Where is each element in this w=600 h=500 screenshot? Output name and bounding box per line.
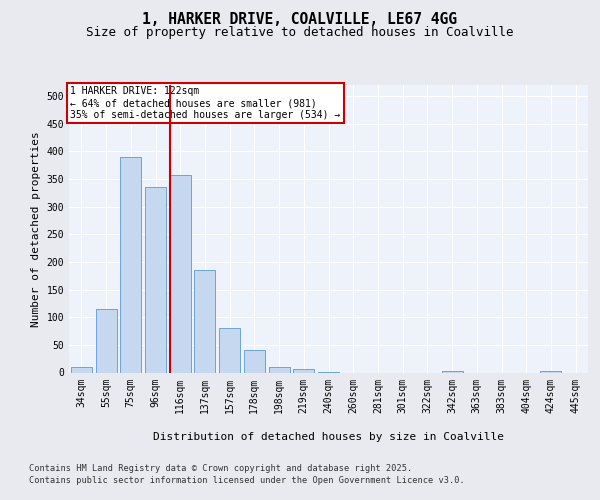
Text: Contains public sector information licensed under the Open Government Licence v3: Contains public sector information licen… [29,476,464,485]
Bar [71,367,92,372]
Y-axis label: Number of detached properties: Number of detached properties [31,131,41,326]
Bar [269,367,290,372]
Bar [120,157,141,372]
Bar [145,188,166,372]
Bar [244,350,265,372]
Bar [170,174,191,372]
Bar [293,369,314,372]
Bar [219,328,240,372]
Text: Size of property relative to detached houses in Coalville: Size of property relative to detached ho… [86,26,514,39]
Text: Distribution of detached houses by size in Coalville: Distribution of detached houses by size … [154,432,504,442]
Bar [194,270,215,372]
Text: 1, HARKER DRIVE, COALVILLE, LE67 4GG: 1, HARKER DRIVE, COALVILLE, LE67 4GG [143,12,458,28]
Text: Contains HM Land Registry data © Crown copyright and database right 2025.: Contains HM Land Registry data © Crown c… [29,464,412,473]
Text: 1 HARKER DRIVE: 122sqm
← 64% of detached houses are smaller (981)
35% of semi-de: 1 HARKER DRIVE: 122sqm ← 64% of detached… [70,86,340,120]
Bar [95,309,116,372]
